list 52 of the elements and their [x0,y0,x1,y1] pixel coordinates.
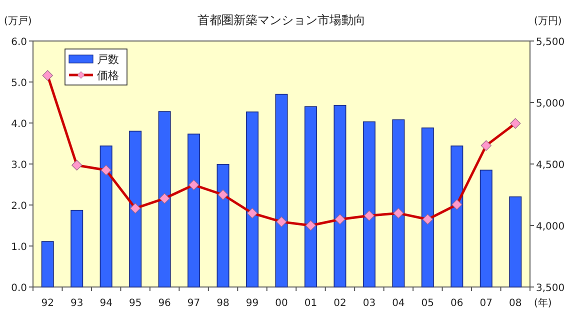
y-tick-label: 6.0 [11,37,27,48]
y-tick-label: 0.0 [11,283,27,294]
y2label: (万円) [534,16,562,27]
x-tick-label: 99 [246,298,259,309]
x-tick-label: 96 [158,298,171,309]
y2-tick-label: 3,500 [536,283,565,294]
x-tick-label: 04 [392,298,405,309]
x-tick-label: 07 [480,298,493,309]
bar [188,134,200,288]
legend-label: 戸数 [97,53,119,66]
y-tick-label: 3.0 [11,160,27,171]
bar [100,146,112,288]
bar [70,210,84,288]
bar [450,146,464,288]
title: 首都圏新築マンション市場動向 [198,13,366,27]
bar [216,164,230,288]
bar [304,106,317,288]
ylabel: (万戸) [4,16,32,27]
x-tick-label: 93 [70,298,84,309]
x-tick-label: 98 [216,298,230,309]
y2-tick-label: 5,000 [536,98,565,110]
bar [362,121,376,288]
y2-tick-label: 5,500 [536,37,565,48]
x-tick-label: 97 [187,298,200,309]
x-tick-label: 00 [275,298,288,309]
y2-tick-label: 4,500 [536,160,565,171]
x-tick-label: 02 [334,298,346,309]
bar [509,196,522,288]
bar [158,111,171,288]
bar [41,241,54,288]
legend-label: 価格 [97,69,119,82]
y-tick-label: 2.0 [11,201,27,212]
bar [275,94,288,288]
x-tick-label: 92 [41,298,54,309]
y2-tick-label: 4,000 [536,222,565,232]
x-tick-label: 95 [128,298,142,309]
bar [421,128,434,288]
x-tick-label: 06 [450,298,464,309]
bar [334,104,346,288]
x-tick-label: 01 [304,298,318,309]
y-tick-label: 5.0 [11,78,27,89]
bar [129,130,142,288]
x-tick-label: 94 [100,298,112,309]
x-tick-label: 05 [421,298,434,309]
y-tick-label: 4.0 [11,119,27,130]
bar [480,170,492,288]
bar [392,119,405,288]
bar [246,112,259,288]
x-tick-label: 08 [509,298,522,309]
xlabel: (年) [534,298,552,309]
y-tick-label: 1.0 [11,242,27,253]
x-tick-label: 03 [362,298,376,309]
